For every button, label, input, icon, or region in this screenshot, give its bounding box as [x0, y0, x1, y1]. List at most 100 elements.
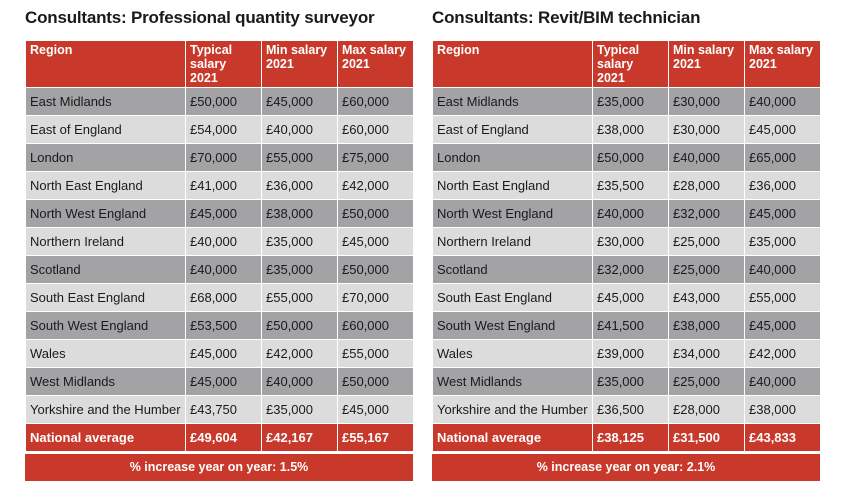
region-cell: London [25, 143, 186, 172]
min-salary-cell: £32,000 [668, 199, 745, 228]
min-salary-cell: £25,000 [668, 367, 745, 396]
min-salary-header: Min salary 2021 [261, 40, 338, 88]
min-salary-cell: £25,000 [668, 227, 745, 256]
region-header: Region [432, 40, 593, 88]
table-panel-bim-technician: Consultants: Revit/BIM technician Region T… [432, 0, 821, 481]
min-salary-cell: £28,000 [668, 395, 745, 424]
max-salary-cell: £45,000 [337, 395, 414, 424]
region-cell: Scotland [25, 255, 186, 284]
typical-salary-cell: £45,000 [185, 199, 262, 228]
max-salary-cell: £43,833 [744, 423, 821, 452]
typical-salary-cell: £45,000 [185, 367, 262, 396]
region-cell: West Midlands [25, 367, 186, 396]
min-salary-cell: £38,000 [261, 199, 338, 228]
typical-salary-header: Typical salary 2021 [592, 40, 669, 88]
region-cell: National average [432, 423, 593, 452]
table-row: East of England £38,000 £30,000 £45,000 [432, 115, 821, 144]
typical-salary-cell: £50,000 [185, 87, 262, 116]
region-cell: West Midlands [432, 367, 593, 396]
max-salary-cell: £65,000 [744, 143, 821, 172]
min-salary-cell: £30,000 [668, 115, 745, 144]
max-salary-cell: £40,000 [744, 255, 821, 284]
table-row: North West England £40,000 £32,000 £45,000 [432, 199, 821, 228]
table-row: Scotland £40,000 £35,000 £50,000 [25, 255, 414, 284]
min-salary-cell: £35,000 [261, 227, 338, 256]
table-row: Yorkshire and the Humber £43,750 £35,000 £4… [25, 395, 414, 424]
table-row: Wales £39,000 £34,000 £42,000 [432, 339, 821, 368]
typical-salary-cell: £45,000 [592, 283, 669, 312]
typical-salary-cell: £40,000 [185, 227, 262, 256]
region-header: Region [25, 40, 186, 88]
table-row: South West England £41,500 £38,000 £45,000 [432, 311, 821, 340]
min-salary-cell: £42,167 [261, 423, 338, 452]
region-cell: Scotland [432, 255, 593, 284]
region-cell: East Midlands [25, 87, 186, 116]
max-salary-cell: £45,000 [744, 311, 821, 340]
min-salary-cell: £45,000 [261, 87, 338, 116]
max-salary-cell: £75,000 [337, 143, 414, 172]
min-salary-cell: £36,000 [261, 171, 338, 200]
table-row: South East England £68,000 £55,000 £70,000 [25, 283, 414, 312]
salary-table: Region Typical salary 2021 Min salary 2021… [432, 40, 821, 452]
table-row: East of England £54,000 £40,000 £60,000 [25, 115, 414, 144]
region-cell: South East England [25, 283, 186, 312]
table-row: Northern Ireland £30,000 £25,000 £35,000 [432, 227, 821, 256]
region-cell: Yorkshire and the Humber [432, 395, 593, 424]
region-cell: East of England [432, 115, 593, 144]
max-salary-cell: £36,000 [744, 171, 821, 200]
max-salary-cell: £50,000 [337, 255, 414, 284]
min-salary-cell: £31,500 [668, 423, 745, 452]
max-salary-cell: £50,000 [337, 199, 414, 228]
max-salary-cell: £60,000 [337, 311, 414, 340]
table-title: Consultants: Revit/BIM technician [432, 8, 701, 27]
max-salary-cell: £40,000 [744, 367, 821, 396]
salary-table: Region Typical salary 2021 Min salary 2021… [25, 40, 414, 452]
table-row: Scotland £32,000 £25,000 £40,000 [432, 255, 821, 284]
table-row: South West England £53,500 £50,000 £60,000 [25, 311, 414, 340]
max-salary-header: Max salary 2021 [337, 40, 414, 88]
region-cell: North East England [25, 171, 186, 200]
region-cell: Wales [432, 339, 593, 368]
typical-salary-cell: £32,000 [592, 255, 669, 284]
max-salary-cell: £55,000 [744, 283, 821, 312]
table-row: West Midlands £35,000 £25,000 £40,000 [432, 367, 821, 396]
max-salary-cell: £60,000 [337, 87, 414, 116]
table-row: Wales £45,000 £42,000 £55,000 [25, 339, 414, 368]
region-cell: North West England [25, 199, 186, 228]
typical-salary-cell: £30,000 [592, 227, 669, 256]
table-row: Northern Ireland £40,000 £35,000 £45,000 [25, 227, 414, 256]
national-average-row: National average £38,125 £31,500 £43,833 [432, 423, 821, 452]
typical-salary-cell: £38,000 [592, 115, 669, 144]
region-cell: South East England [432, 283, 593, 312]
header-row: Region Typical salary 2021 Min salary 2021… [25, 40, 414, 88]
typical-salary-cell: £41,000 [185, 171, 262, 200]
max-salary-cell: £50,000 [337, 367, 414, 396]
region-cell: South West England [432, 311, 593, 340]
region-cell: East Midlands [432, 87, 593, 116]
table-row: South East England £45,000 £43,000 £55,000 [432, 283, 821, 312]
max-salary-cell: £45,000 [744, 115, 821, 144]
max-salary-cell: £70,000 [337, 283, 414, 312]
min-salary-cell: £50,000 [261, 311, 338, 340]
typical-salary-cell: £49,604 [185, 423, 262, 452]
typical-salary-cell: £38,125 [592, 423, 669, 452]
region-cell: East of England [25, 115, 186, 144]
min-salary-cell: £55,000 [261, 283, 338, 312]
table-row: North West England £45,000 £38,000 £50,000 [25, 199, 414, 228]
typical-salary-cell: £39,000 [592, 339, 669, 368]
min-salary-cell: £38,000 [668, 311, 745, 340]
typical-salary-header: Typical salary 2021 [185, 40, 262, 88]
table-panel-quantity-surveyor: Consultants: Professional quantity surve… [25, 0, 414, 481]
typical-salary-cell: £40,000 [592, 199, 669, 228]
table-row: Yorkshire and the Humber £36,500 £28,000 £3… [432, 395, 821, 424]
min-salary-cell: £35,000 [261, 395, 338, 424]
min-salary-cell: £25,000 [668, 255, 745, 284]
region-cell: Northern Ireland [432, 227, 593, 256]
typical-salary-cell: £68,000 [185, 283, 262, 312]
min-salary-cell: £28,000 [668, 171, 745, 200]
year-on-year-increase: % increase year on year: 1.5% [25, 452, 413, 481]
min-salary-cell: £34,000 [668, 339, 745, 368]
min-salary-cell: £43,000 [668, 283, 745, 312]
max-salary-cell: £35,000 [744, 227, 821, 256]
max-salary-cell: £55,167 [337, 423, 414, 452]
